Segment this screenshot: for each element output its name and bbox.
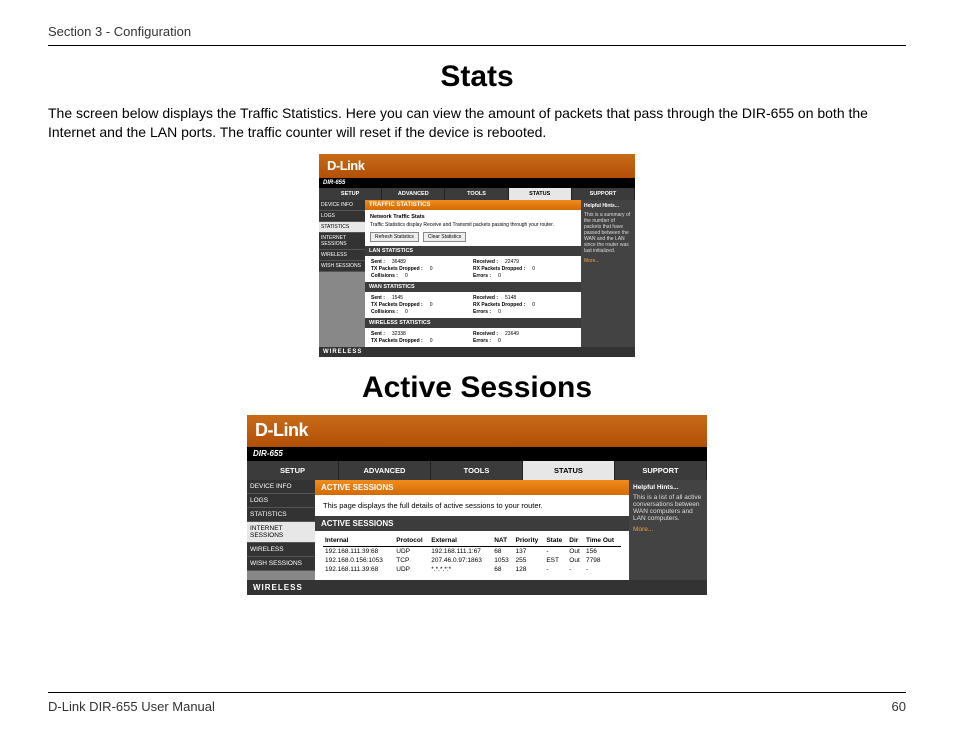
table-row: 192.168.111.39:68UDP*.*.*.*:*68128--- [323,565,621,574]
refresh-button[interactable]: Refresh Statistics [370,232,419,242]
tab-tools[interactable]: TOOLS [445,188,508,200]
side-nav: DEVICE INFO LOGS STATISTICS INTERNET SES… [247,480,315,580]
panel-subtitle: Network Traffic Stats [370,214,576,220]
side-internet-sessions[interactable]: INTERNET SESSIONS [319,233,365,250]
sessions-col: Dir [567,535,584,547]
sessions-col: Time Out [584,535,621,547]
side-device-info[interactable]: DEVICE INFO [319,200,365,211]
sessions-col: External [429,535,492,547]
tab-advanced[interactable]: ADVANCED [339,461,431,480]
hints-text: This is a list of all active conversatio… [633,494,703,522]
tab-setup[interactable]: SETUP [247,461,339,480]
sessions-col: Internal [323,535,394,547]
clear-button[interactable]: Clear Statistics [423,232,466,242]
router-footer: WIRELESS [247,580,707,595]
wan-header: WAN STATISTICS [365,282,581,292]
tab-advanced[interactable]: ADVANCED [382,188,445,200]
model-bar: DIR-655 [247,447,707,461]
side-wireless[interactable]: WIRELESS [319,250,365,261]
panel-desc: Traffic Statistics display Receive and T… [370,222,576,228]
dlink-logo: D-Link [327,158,364,173]
side-nav: DEVICE INFO LOGS STATISTICS INTERNET SES… [319,200,365,347]
side-logs[interactable]: LOGS [247,494,315,508]
sessions-table-title: ACTIVE SESSIONS [315,516,629,531]
tab-support[interactable]: SUPPORT [615,461,707,480]
hints-more-link[interactable]: More... [584,258,632,264]
side-logs[interactable]: LOGS [319,211,365,222]
page-title-sessions: Active Sessions [48,371,906,405]
nav-tabs: SETUP ADVANCED TOOLS STATUS SUPPORT [247,461,707,480]
hints-panel: Helpful Hints... This is a list of all a… [629,480,707,580]
tab-support[interactable]: SUPPORT [572,188,635,200]
side-wireless[interactable]: WIRELESS [247,543,315,557]
sessions-col: Priority [514,535,545,547]
lan-stats: Sent :36489 Received :22479 TX Packets D… [365,256,581,282]
table-row: 192.168.0.156:1053TCP207.46.0.97:1863105… [323,556,621,565]
sessions-table: InternalProtocolExternalNATPriorityState… [323,535,621,574]
sessions-col: State [544,535,567,547]
sessions-col: Protocol [394,535,429,547]
side-statistics[interactable]: STATISTICS [247,508,315,522]
tab-setup[interactable]: SETUP [319,188,382,200]
side-wish[interactable]: WISH SESSIONS [319,261,365,272]
intro-text: The screen below displays the Traffic St… [48,104,906,142]
sessions-screenshot: D-Link DIR-655 SETUP ADVANCED TOOLS STAT… [247,415,707,595]
side-wish[interactable]: WISH SESSIONS [247,557,315,571]
footer-page-number: 60 [892,699,906,714]
router-footer: WIRELESS [319,347,635,357]
hints-more-link[interactable]: More... [633,526,703,533]
side-internet-sessions[interactable]: INTERNET SESSIONS [247,522,315,543]
tab-tools[interactable]: TOOLS [431,461,523,480]
dlink-logo: D-Link [255,420,308,441]
page-title-stats: Stats [48,60,906,94]
hints-panel: Helpful Hints... This is a summary of th… [581,200,635,347]
section-header: Section 3 - Configuration [48,24,906,46]
tab-status[interactable]: STATUS [523,461,615,480]
wifi-header: WIRELESS STATISTICS [365,318,581,328]
side-device-info[interactable]: DEVICE INFO [247,480,315,494]
side-statistics[interactable]: STATISTICS [319,222,365,233]
lan-header: LAN STATISTICS [365,246,581,256]
tab-status[interactable]: STATUS [509,188,572,200]
footer-left: D-Link DIR-655 User Manual [48,699,215,714]
panel-desc: This page displays the full details of a… [315,495,629,516]
table-row: 192.168.111.39:68UDP192.168.111.1:676813… [323,546,621,556]
model-bar: DIR-655 [319,178,635,188]
wan-stats: Sent :1545 Received :5148 TX Packets Dro… [365,292,581,318]
wifi-stats: Sent :32338 Received :23649 TX Packets D… [365,328,581,347]
stats-screenshot: D-Link DIR-655 SETUP ADVANCED TOOLS STAT… [319,154,635,357]
sessions-col: NAT [492,535,513,547]
panel-title: TRAFFIC STATISTICS [365,200,581,210]
panel-title: ACTIVE SESSIONS [315,480,629,495]
nav-tabs: SETUP ADVANCED TOOLS STATUS SUPPORT [319,188,635,200]
hints-text: This is a summary of the number of packe… [584,212,632,254]
